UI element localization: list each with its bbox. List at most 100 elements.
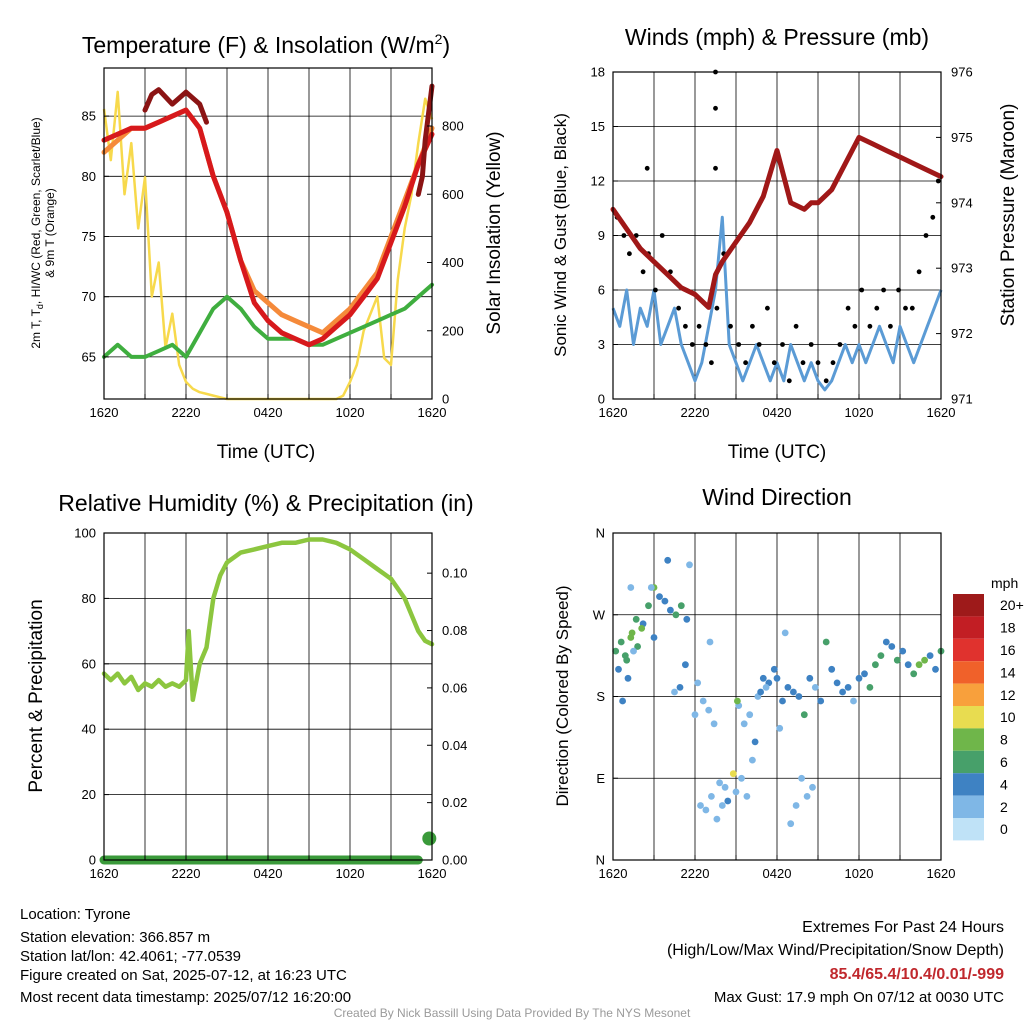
winds-y2tick-label: 976 xyxy=(951,65,973,80)
legend-swatch xyxy=(953,773,984,796)
direction-point xyxy=(664,556,672,564)
direction-point xyxy=(691,711,699,719)
direction-point xyxy=(627,634,635,641)
humidity-y2tick-label: 0.04 xyxy=(442,738,467,753)
direction-point xyxy=(667,606,674,614)
legend-swatch xyxy=(953,750,984,774)
gust-point xyxy=(815,360,821,366)
direction-point xyxy=(749,756,756,764)
gust-point xyxy=(728,323,733,329)
direction-ytick-label: E xyxy=(596,771,605,786)
gust-point xyxy=(683,323,688,329)
gust-point xyxy=(923,233,929,238)
humidity-ytick-label: 80 xyxy=(82,591,96,606)
direction-point xyxy=(718,802,726,809)
direction-point xyxy=(872,661,879,669)
legend-label: 6 xyxy=(1000,754,1008,770)
direction-point xyxy=(697,802,704,809)
direction-point xyxy=(706,638,714,646)
gust-point xyxy=(621,233,627,238)
winds-ytick-label: 18 xyxy=(591,65,605,80)
info-created: Figure created on Sat, 2025-07-12, at 16… xyxy=(20,967,347,984)
temperature-axes: 1620 2220 0420 1020 1620 65 70 75 80 85 0 200 400 600… xyxy=(82,109,464,420)
legend-label: 14 xyxy=(1000,664,1016,680)
legend-swatch xyxy=(953,661,984,684)
winds-ytick-label: 12 xyxy=(591,174,605,189)
direction-point xyxy=(770,665,778,673)
winds-ytick-label: 15 xyxy=(591,119,605,134)
direction-point xyxy=(647,584,655,591)
winds-ytick-label: 6 xyxy=(598,283,605,298)
temp-series-line xyxy=(101,107,435,348)
temperature-panel: Temperature (F) & Insolation (W/m2) 1620… xyxy=(29,31,505,463)
direction-point xyxy=(708,793,715,800)
humidity-ylabel-left: Percent & Precipitation xyxy=(26,599,47,792)
direction-point xyxy=(682,661,689,669)
humidity-panel: Relative Humidity (%) & Precipitation (i… xyxy=(26,490,474,881)
legend-swatch xyxy=(953,683,984,706)
direction-point xyxy=(888,643,896,650)
direction-xtick-label: 1620 xyxy=(927,866,956,881)
direction-point xyxy=(861,670,868,678)
gust-point xyxy=(786,378,792,384)
direction-ytick-label: W xyxy=(593,607,606,622)
direction-point xyxy=(932,665,939,673)
direction-point xyxy=(803,793,811,800)
winds-ylabel-right: Station Pressure (Maroon) xyxy=(998,104,1019,327)
direction-point xyxy=(699,697,707,705)
humidity-axes: 1620 2220 0420 1020 16200204060801000.000.02… xyxy=(74,526,467,882)
temperature-ytick-label: 75 xyxy=(82,229,96,244)
humidity-ytick-label: 40 xyxy=(82,722,96,737)
gust-point xyxy=(627,251,632,257)
direction-point xyxy=(677,602,685,610)
direction-point xyxy=(713,815,721,823)
temperature-ylabel-right: Solar Insolation (Yellow) xyxy=(484,131,505,334)
speed-legend: mph 20+ 18 16 14 12 10 8 6 4 2 0 xyxy=(953,575,1024,841)
winds-axes: 1620 2220 0420 1020 162003691215189719729739… xyxy=(591,65,973,421)
direction-point xyxy=(893,656,901,664)
humidity-xtick-label: 1020 xyxy=(336,866,365,881)
direction-point xyxy=(792,802,800,809)
direction-xtick-label: 2220 xyxy=(681,866,710,881)
credit-line: Created By Nick Bassill Using Data Provi… xyxy=(333,1006,691,1020)
direction-point xyxy=(650,634,658,641)
direction-xtick-label: 1620 xyxy=(599,866,628,881)
winds-xtick-label: 1620 xyxy=(927,405,956,420)
gust-point xyxy=(916,269,922,275)
direction-point xyxy=(781,629,789,637)
direction-point xyxy=(751,738,759,746)
gust-point xyxy=(867,323,873,329)
winds-ytick-label: 0 xyxy=(598,392,605,407)
direction-point xyxy=(776,724,784,732)
direction-ytick-label: N xyxy=(596,526,605,541)
direction-point xyxy=(630,647,637,655)
winds-xtick-label: 2220 xyxy=(681,405,710,420)
temperature-y2tick-label: 400 xyxy=(442,255,464,270)
temperature-ytick-label: 85 xyxy=(82,109,96,124)
humidity-ytick-label: 0 xyxy=(89,853,96,868)
humidity-title: Relative Humidity (%) & Precipitation (i… xyxy=(58,490,473,516)
legend-label: 16 xyxy=(1000,642,1016,658)
direction-point xyxy=(632,615,640,623)
direction-point xyxy=(850,697,857,705)
direction-point xyxy=(899,647,907,655)
legend-swatch xyxy=(953,594,984,617)
temperature-ytick-label: 80 xyxy=(82,169,96,184)
gust-point xyxy=(640,269,646,275)
gust-point xyxy=(659,233,665,238)
humidity-ytick-label: 20 xyxy=(82,787,96,802)
direction-point xyxy=(738,774,745,782)
temperature-title: Temperature (F) & Insolation (W/m2) xyxy=(82,31,450,58)
direction-point xyxy=(787,820,795,828)
direction-plot-area xyxy=(612,556,945,828)
direction-point xyxy=(627,584,635,591)
direction-point xyxy=(762,684,770,691)
direction-point xyxy=(882,638,890,646)
temperature-xtick-label: 1620 xyxy=(90,405,119,420)
winds-ylabel-left: Sonic Wind & Gust (Blue, Black) xyxy=(551,113,570,357)
temperature-y2tick-label: 200 xyxy=(442,323,464,338)
humidity-y2tick-label: 0.00 xyxy=(442,853,467,868)
gust-point xyxy=(935,178,941,184)
gust-point xyxy=(756,342,762,347)
